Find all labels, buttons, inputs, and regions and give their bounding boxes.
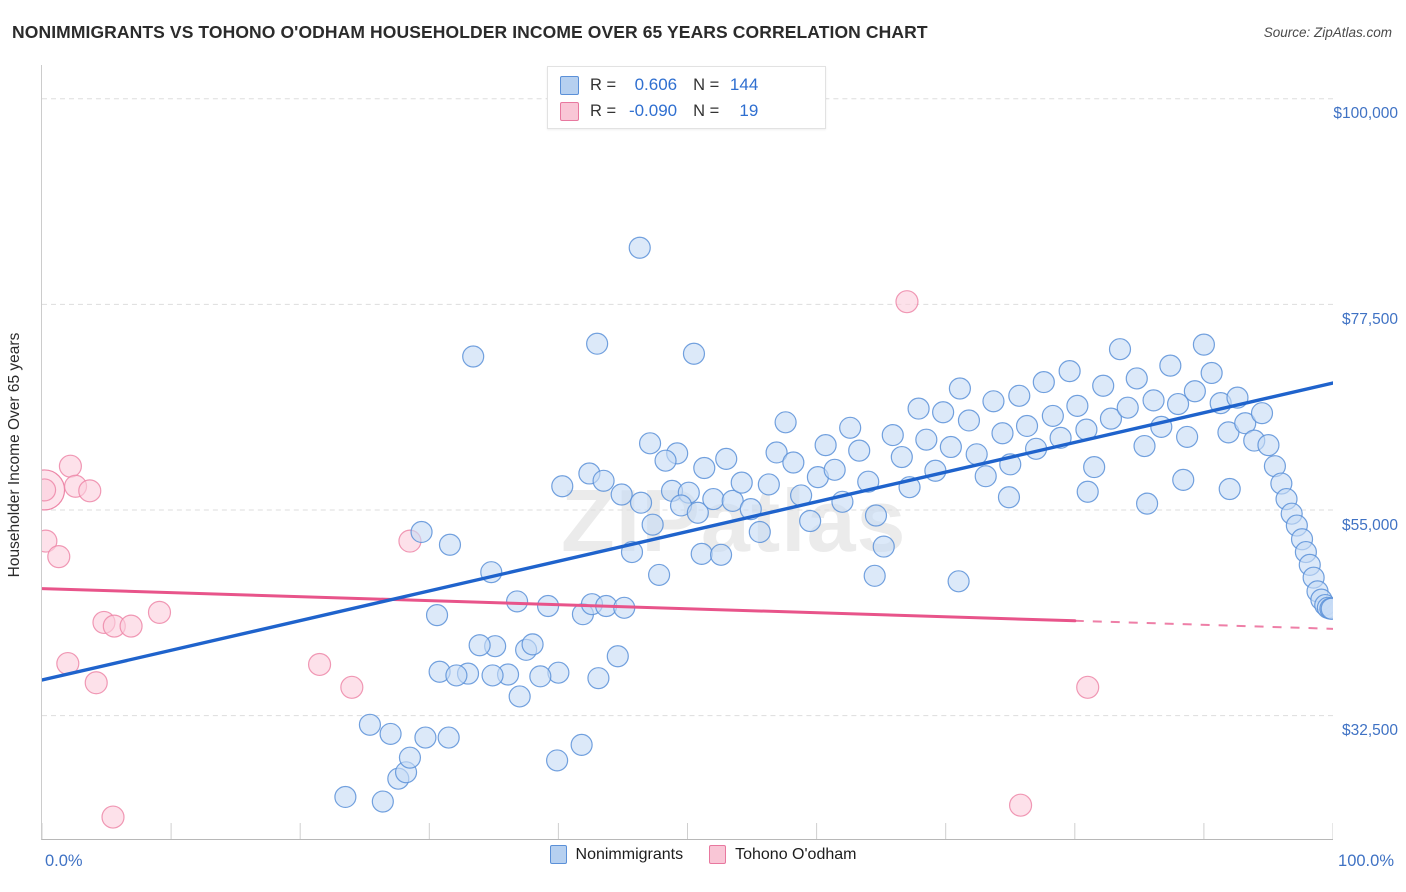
- nonimmigrants-points[interactable]: [334, 236, 1333, 813]
- tohono-oodham-points[interactable]: [42, 290, 1100, 829]
- series-legend-item-nonimmigrants[interactable]: Nonimmigrants: [549, 845, 684, 864]
- x-axis-ticks: [42, 823, 1333, 839]
- page-title: NONIMMIGRANTS VS TOHONO O'ODHAM HOUSEHOL…: [12, 22, 928, 42]
- y-axis-tick-label: $100,000: [1333, 104, 1398, 122]
- series-label-nonimmigrants: Nonimmigrants: [575, 845, 684, 863]
- r-label-blue: R =: [590, 75, 617, 94]
- series-legend-item-tohono-oodham[interactable]: Tohono O'odham: [709, 845, 856, 864]
- x-axis-min-label: 0.0%: [45, 852, 83, 870]
- y-axis-tick-label: $32,500: [1341, 722, 1398, 740]
- tohono-oodham-trendline: [42, 587, 1333, 630]
- gridlines: [42, 98, 1333, 717]
- legend-swatch-blue: [560, 75, 579, 95]
- source-attribution: Source: ZipAtlas.com: [1263, 25, 1392, 40]
- x-axis-max-label: 100.0%: [1338, 852, 1394, 870]
- r-value-pink: -0.090: [628, 101, 678, 120]
- r-label-pink: R =: [590, 101, 617, 120]
- nonimmigrants-trendline: [42, 381, 1333, 682]
- y-axis-tick-label: $77,500: [1341, 310, 1398, 328]
- n-label-blue: N =: [693, 75, 720, 94]
- correlation-legend: R = 0.606 N = 144 R = -0.090 N = 19: [547, 66, 826, 129]
- y-axis-title-wrapper: Householder Income Over 65 years: [6, 290, 42, 620]
- n-label-pink: N =: [693, 101, 720, 120]
- scatter-svg: [42, 98, 1333, 839]
- series-swatch-nonimmigrants: [549, 845, 567, 864]
- y-axis-title: Householder Income Over 65 years: [6, 332, 23, 578]
- legend-row-tohono-oodham: R = -0.090 N = 19: [560, 98, 815, 124]
- series-legend: Nonimmigrants Tohono O'odham: [0, 845, 1406, 864]
- n-value-blue: 144: [729, 75, 759, 94]
- legend-swatch-pink: [560, 101, 579, 121]
- series-label-tohono-oodham: Tohono O'odham: [735, 845, 857, 863]
- plot-area: ZIPatlas: [41, 65, 1333, 840]
- legend-row-nonimmigrants: R = 0.606 N = 144: [560, 72, 815, 98]
- r-value-blue: 0.606: [634, 75, 678, 94]
- series-swatch-tohono-oodham: [709, 845, 727, 864]
- y-axis-tick-label: $55,000: [1341, 516, 1398, 534]
- n-value-pink: 19: [739, 101, 759, 120]
